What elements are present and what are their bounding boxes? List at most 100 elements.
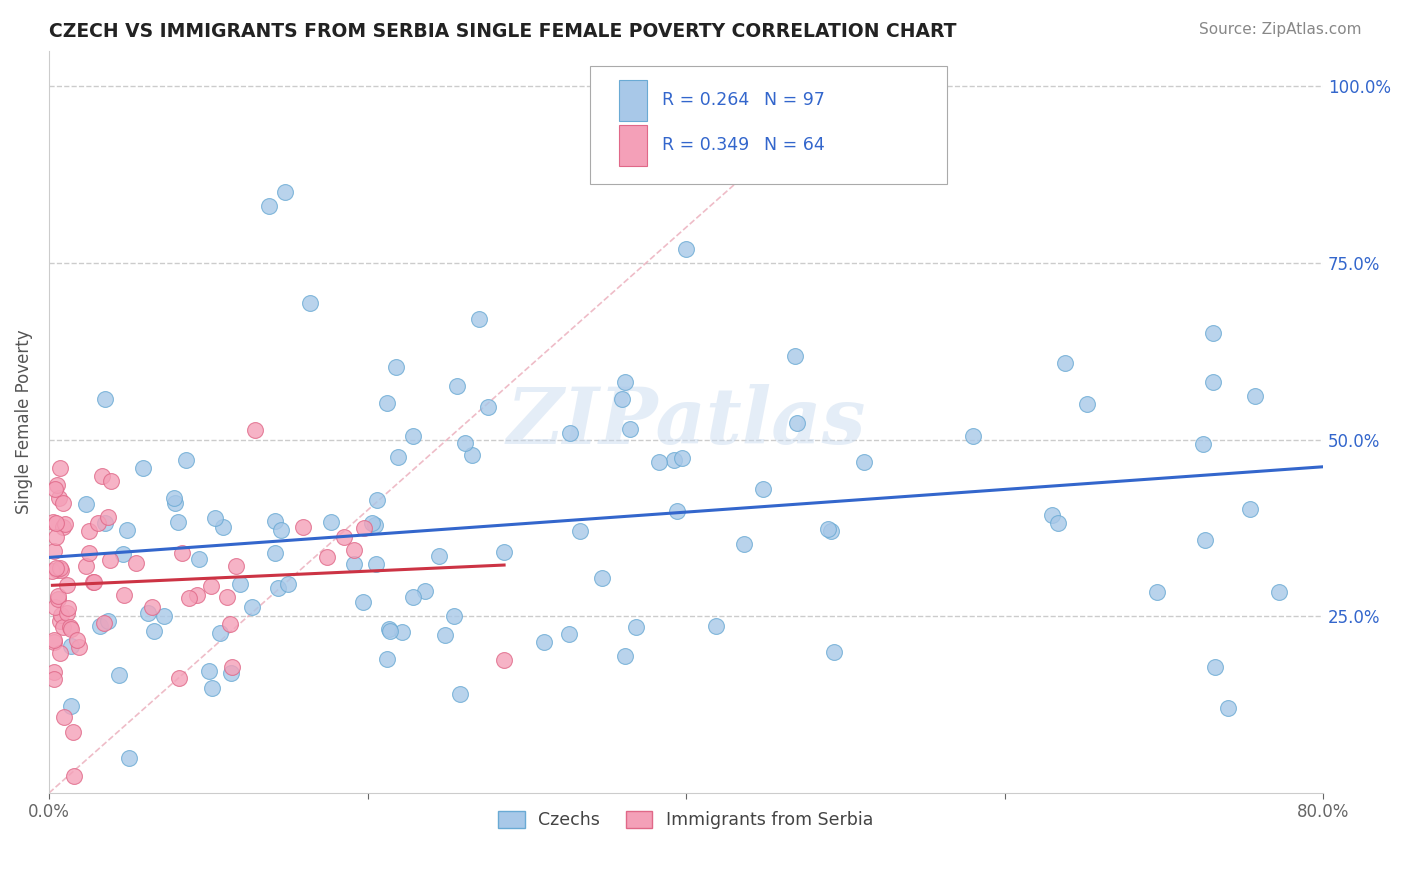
Point: [1194, 533, 1216, 547]
Point: [446, 379, 468, 393]
Point: [172, 546, 194, 560]
Point: [823, 645, 845, 659]
Point: [378, 622, 401, 636]
Point: [820, 524, 842, 538]
Point: [93, 616, 115, 631]
Point: [443, 609, 465, 624]
Text: Source: ZipAtlas.com: Source: ZipAtlas.com: [1198, 22, 1361, 37]
Point: [49, 460, 72, 475]
Point: [53, 516, 76, 531]
Point: [1076, 397, 1098, 411]
Point: [1216, 701, 1239, 715]
Point: [44, 665, 66, 680]
Point: [198, 665, 221, 679]
Point: [75, 559, 97, 574]
Point: [79, 524, 101, 538]
Point: [56, 607, 79, 621]
Point: [132, 461, 155, 475]
Point: [353, 521, 375, 535]
Point: [125, 556, 148, 570]
Point: [45, 478, 67, 492]
Point: [557, 627, 579, 641]
Point: [1244, 389, 1267, 403]
Point: [243, 423, 266, 437]
Point: [69, 640, 91, 655]
Point: [94, 392, 117, 406]
Point: [387, 450, 409, 464]
Point: [51, 607, 73, 622]
Point: [460, 448, 482, 462]
Point: [366, 492, 388, 507]
Point: [375, 396, 398, 410]
Point: [385, 359, 408, 374]
Point: [48, 491, 70, 505]
Point: [44, 482, 66, 496]
Point: [163, 491, 186, 505]
Point: [468, 312, 491, 326]
Point: [49, 561, 72, 575]
Point: [204, 511, 226, 525]
Point: [568, 524, 591, 538]
Point: [413, 584, 436, 599]
Point: [494, 545, 516, 559]
Point: [136, 606, 159, 620]
Point: [315, 550, 337, 565]
Legend: Czechs, Immigrants from Serbia: Czechs, Immigrants from Serbia: [492, 804, 880, 837]
Point: [56, 600, 79, 615]
Point: [62, 724, 84, 739]
Point: [45, 562, 67, 576]
Point: [219, 616, 242, 631]
Point: [44, 672, 66, 686]
Point: [51, 563, 73, 577]
Bar: [619, 80, 647, 121]
Point: [44, 544, 66, 558]
Text: ZIPatlas: ZIPatlas: [506, 384, 866, 460]
Point: [853, 455, 876, 469]
Point: [219, 665, 242, 680]
Point: [63, 769, 86, 783]
Point: [200, 681, 222, 696]
Point: [752, 483, 775, 497]
Point: [49, 646, 72, 660]
Point: [143, 624, 166, 638]
Point: [267, 581, 290, 595]
Point: [402, 429, 425, 443]
Point: [152, 608, 174, 623]
Point: [614, 375, 637, 389]
Point: [229, 577, 252, 591]
Point: [449, 687, 471, 701]
Point: [1202, 326, 1225, 341]
Point: [402, 590, 425, 604]
Point: [494, 653, 516, 667]
Point: [97, 614, 120, 628]
Point: [41, 564, 63, 578]
Point: [86, 516, 108, 530]
Point: [59, 699, 82, 714]
Point: [704, 619, 727, 633]
Point: [332, 530, 354, 544]
Point: [66, 633, 89, 648]
Point: [208, 626, 231, 640]
Point: [1192, 436, 1215, 450]
Point: [111, 547, 134, 561]
Point: [733, 537, 755, 551]
Point: [115, 524, 138, 538]
Point: [221, 659, 243, 673]
Point: [273, 185, 295, 199]
Point: [270, 523, 292, 537]
Point: [215, 590, 238, 604]
Point: [112, 588, 135, 602]
Point: [1146, 585, 1168, 599]
Point: [52, 620, 75, 634]
Text: N = 64: N = 64: [763, 136, 824, 154]
Point: [429, 549, 451, 563]
Point: [675, 242, 697, 256]
Point: [391, 624, 413, 639]
Point: [1054, 356, 1077, 370]
Point: [783, 349, 806, 363]
Point: [45, 561, 67, 575]
Point: [42, 632, 65, 647]
Point: [614, 648, 637, 663]
Point: [1204, 659, 1226, 673]
Point: [97, 510, 120, 524]
